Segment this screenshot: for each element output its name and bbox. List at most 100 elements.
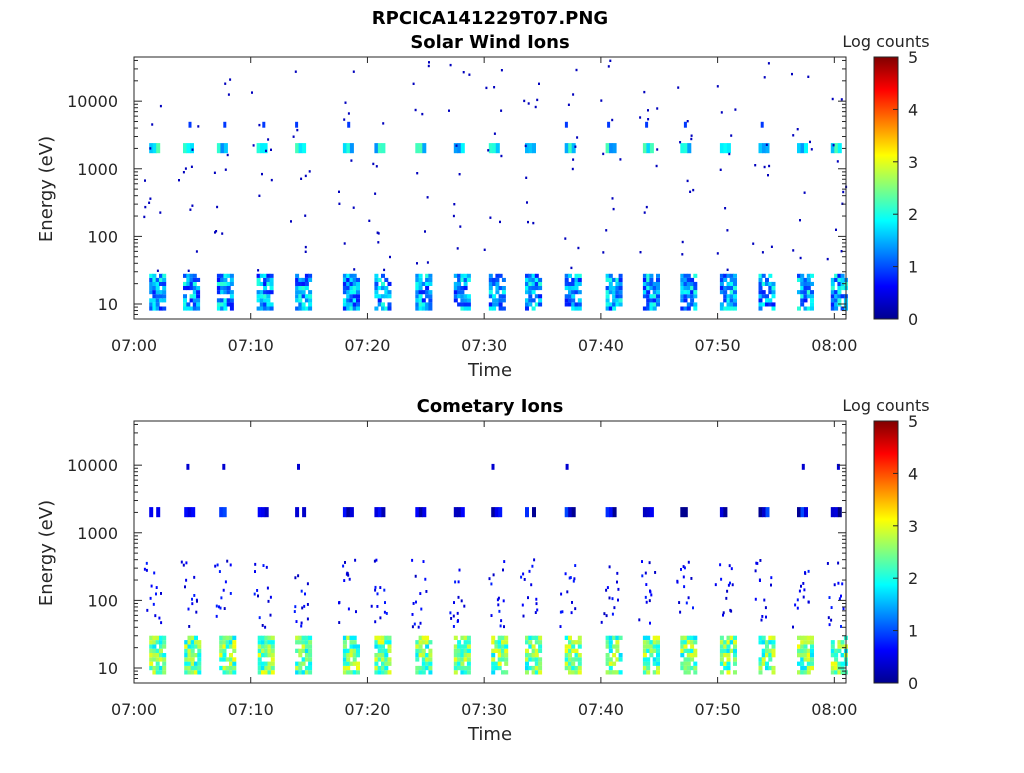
spectrogram-cell (564, 143, 569, 154)
spectrogram-cell (346, 635, 351, 640)
spectrogram-cell (827, 616, 830, 620)
spectrogram-cell (377, 298, 382, 303)
spectrogram-cell (352, 273, 357, 278)
spectrogram-cell (292, 135, 295, 138)
spectrogram-cell (768, 665, 773, 671)
spectrogram-cell (421, 640, 426, 645)
spectrogram-cell (152, 635, 157, 640)
spectrogram-cell (494, 644, 499, 649)
spectrogram-cell (308, 657, 313, 662)
spectrogram-cell (571, 302, 576, 307)
spectrogram-cell (452, 614, 455, 618)
spectrogram-cell (149, 657, 154, 662)
spectrogram-cell (460, 277, 465, 282)
spectrogram-cell (457, 281, 462, 286)
spectrogram-cell (415, 290, 420, 295)
spectrogram-cell (192, 302, 197, 307)
spectrogram-cell (837, 273, 842, 278)
spectrogram-cell (796, 598, 799, 602)
spectrogram-cell (531, 298, 536, 303)
spectrogram-cell (182, 563, 185, 567)
spectrogram-cell (223, 290, 228, 295)
spectrogram-cell (611, 197, 614, 200)
spectrogram-cell (266, 290, 271, 295)
spectrogram-cell (222, 644, 227, 649)
spectrogram-cell (810, 661, 814, 666)
spectrogram-cell (457, 580, 460, 584)
spectrogram-cell (152, 290, 157, 295)
spectrogram-cell (346, 661, 351, 666)
spectrogram-cell (256, 281, 261, 286)
spectrogram-cell (308, 648, 313, 653)
spectrogram-cell (647, 118, 650, 121)
spectrogram-cell (686, 290, 691, 295)
spectrogram-cell (356, 302, 360, 307)
spectrogram-cell (531, 286, 536, 291)
spectrogram-cell (652, 306, 657, 311)
spectrogram-cell (572, 93, 575, 96)
spectrogram-cell (263, 286, 268, 291)
spectrogram-cell (184, 167, 187, 170)
spectrogram-cell (415, 600, 417, 604)
spectrogram-cell (760, 121, 764, 128)
spectrogram-cell (308, 635, 313, 640)
spectrogram-cell (568, 640, 572, 645)
spectrogram-cell (693, 670, 698, 675)
spectrogram-cell (460, 599, 463, 603)
spectrogram-cell (574, 640, 579, 645)
spectrogram-cell (733, 640, 737, 645)
spectrogram-cell (656, 286, 660, 291)
spectrogram-cell (617, 587, 620, 591)
spectrogram-cell (304, 670, 309, 675)
spectrogram-cell (463, 653, 468, 658)
spectrogram-cell (159, 211, 162, 214)
spectrogram-cell (197, 670, 202, 675)
spectrogram-cell (683, 273, 688, 278)
spectrogram-cell (387, 306, 392, 311)
spectrogram-cell (830, 143, 835, 154)
spectrogram-cell (794, 603, 797, 607)
spectrogram-cell (267, 665, 272, 671)
spectrogram-cell (574, 653, 579, 658)
spectrogram-cell (523, 578, 526, 581)
spectrogram-cell (178, 179, 180, 182)
spectrogram-cell (834, 273, 839, 278)
spectrogram-cell (190, 670, 195, 675)
colorbar-tick-label: 2 (908, 205, 918, 224)
spectrogram-cell (770, 245, 773, 248)
spectrogram-cell (830, 670, 835, 675)
spectrogram-cell (192, 290, 197, 295)
spectrogram-cell (642, 665, 647, 671)
spectrogram-cell (349, 277, 354, 282)
spectrogram-cell (535, 597, 538, 601)
spectrogram-cell (837, 507, 842, 518)
spectrogram-cell (192, 281, 197, 286)
spectrogram-cell (266, 281, 271, 286)
spectrogram-cell (296, 128, 299, 132)
spectrogram-cell (450, 617, 453, 620)
spectrogram-cell (304, 245, 307, 249)
spectrogram-cell (642, 648, 647, 653)
spectrogram-cell (683, 286, 688, 291)
spectrogram-cell (381, 653, 385, 658)
spectrogram-cell (642, 286, 647, 291)
spectrogram-cell (346, 281, 351, 286)
spectrogram-cell (752, 242, 755, 245)
spectrogram-cell (374, 306, 379, 311)
spectrogram-cell (761, 635, 766, 640)
spectrogram-cell (295, 507, 300, 518)
spectrogram-cell (683, 507, 688, 518)
spectrogram-cell (145, 568, 148, 572)
spectrogram-cell (498, 306, 503, 311)
spectrogram-cell (830, 648, 835, 653)
spectrogram-cell (538, 294, 543, 299)
spectrogram-cell (219, 665, 224, 671)
spectrogram-cell (577, 281, 582, 286)
spectrogram-cell (804, 143, 808, 154)
spectrogram-cell (352, 277, 357, 282)
spectrogram-cell (384, 601, 386, 604)
spectrogram-cell (270, 148, 272, 151)
spectrogram-cell (560, 592, 563, 596)
spectrogram-cell (191, 148, 194, 151)
